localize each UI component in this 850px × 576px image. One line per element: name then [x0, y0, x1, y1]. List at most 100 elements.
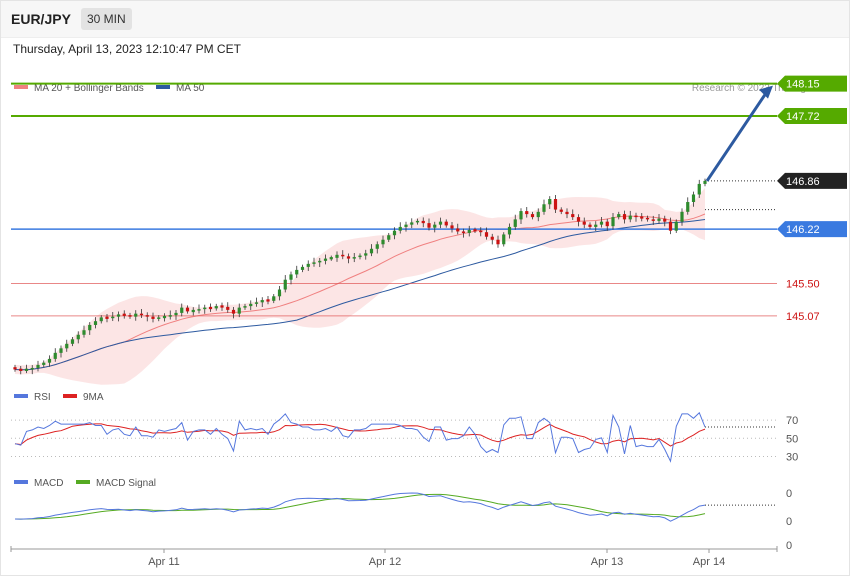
candle-down: [128, 315, 132, 317]
candle-down: [663, 218, 667, 222]
rsi-ma-legend-swatch: [63, 394, 77, 398]
bollinger-band-fill: [15, 187, 705, 385]
rsi-legend-swatch: [14, 394, 28, 398]
candle-up: [203, 307, 207, 310]
rsi-panel: 70 50 30: [11, 411, 798, 463]
candle-down: [479, 230, 483, 233]
resistance-label: 147.72: [786, 111, 820, 123]
candle-up: [691, 194, 696, 203]
ma50-legend-swatch: [156, 85, 170, 89]
candle-up: [111, 316, 115, 319]
timeframe-badge[interactable]: 30 MIN: [81, 8, 132, 30]
candle-up: [243, 306, 247, 308]
candle-down: [19, 368, 23, 371]
candle-down: [668, 221, 673, 231]
candle-down: [484, 232, 489, 237]
macd-signal-legend-label: MACD Signal: [96, 478, 156, 489]
candle-down: [461, 231, 466, 233]
candle-down: [122, 313, 126, 316]
resistance-label: 148.15: [786, 79, 820, 91]
candle-up: [157, 317, 161, 319]
candle-up: [617, 214, 621, 218]
rsi-legend-label: RSI: [34, 392, 51, 403]
candle-down: [525, 211, 529, 215]
x-tick-label: Apr 14: [693, 556, 725, 568]
candle-up: [53, 352, 57, 359]
price-levels: 148.15 147.72 146.86 146.22 145.50 145.07: [11, 75, 847, 323]
x-tick-label: Apr 11: [148, 556, 180, 568]
candle-up: [467, 229, 471, 233]
candle-up: [93, 321, 98, 325]
timestamp: Thursday, April 13, 2023 12:10:47 PM CET: [13, 42, 241, 56]
candle-down: [651, 219, 655, 221]
candle-up: [59, 348, 63, 353]
macd-tick-label: 0: [786, 540, 792, 552]
candle-up: [82, 330, 86, 335]
candle-up: [36, 364, 40, 368]
candle-up: [703, 180, 707, 184]
bollinger-bands: [15, 187, 705, 385]
candle-up: [323, 258, 328, 261]
candle-up: [611, 217, 615, 227]
candle-up: [410, 222, 414, 225]
candle-down: [427, 223, 431, 228]
candle-down: [571, 214, 575, 218]
candlesticks: [13, 178, 707, 375]
macd-legend-swatch: [14, 480, 28, 484]
candle-up: [318, 260, 322, 263]
candle-up: [686, 202, 690, 212]
instrument-label: EUR/JPY: [11, 11, 71, 27]
candle-up: [254, 302, 259, 304]
candle-up: [24, 368, 29, 371]
candle-down: [13, 367, 17, 370]
candle-up: [375, 244, 379, 249]
candle-up: [536, 211, 540, 218]
candle-up: [277, 289, 282, 297]
candle-down: [185, 307, 190, 312]
candle-down: [456, 228, 460, 232]
candle-down: [645, 217, 650, 220]
candle-up: [88, 324, 92, 331]
rsi-ma-legend-label: 9MA: [83, 392, 104, 403]
candle-down: [220, 305, 224, 308]
candle-up: [674, 221, 678, 231]
candle-up: [542, 204, 546, 212]
ma20-line: [14, 213, 706, 371]
candle-up: [507, 226, 512, 235]
macd-panel: 0 0 0: [14, 488, 792, 552]
macd-signal-legend-swatch: [76, 480, 90, 484]
candle-up: [70, 339, 75, 344]
candle-up: [628, 215, 632, 220]
candle-down: [605, 221, 609, 227]
candle-up: [358, 255, 362, 258]
resistance-tag: [777, 108, 847, 125]
resistance-tag: [777, 75, 847, 92]
candle-up: [47, 358, 52, 363]
macd-legend-label: MACD: [34, 478, 63, 489]
candle-up: [134, 313, 138, 317]
candle-up: [283, 279, 287, 290]
candle-down: [145, 315, 149, 317]
candle-up: [197, 309, 201, 311]
candle-up: [433, 224, 437, 228]
candle-up: [191, 309, 195, 313]
candle-up: [312, 262, 316, 264]
candle-up: [513, 219, 517, 227]
candle-up: [594, 224, 598, 227]
candle-up: [392, 230, 397, 236]
candle-up: [99, 317, 103, 322]
candle-down: [450, 225, 454, 229]
moving-averages: [14, 213, 706, 371]
pivot-tag: [777, 221, 847, 238]
candle-up: [548, 199, 552, 205]
x-tick-label: Apr 12: [369, 556, 401, 568]
candle-down: [341, 254, 345, 257]
candle-down: [139, 313, 144, 316]
candle-up: [335, 254, 339, 258]
candle-down: [151, 316, 155, 319]
candle-down: [622, 214, 627, 220]
candle-up: [398, 226, 402, 231]
candle-down: [444, 221, 448, 226]
candle-up: [42, 362, 46, 365]
